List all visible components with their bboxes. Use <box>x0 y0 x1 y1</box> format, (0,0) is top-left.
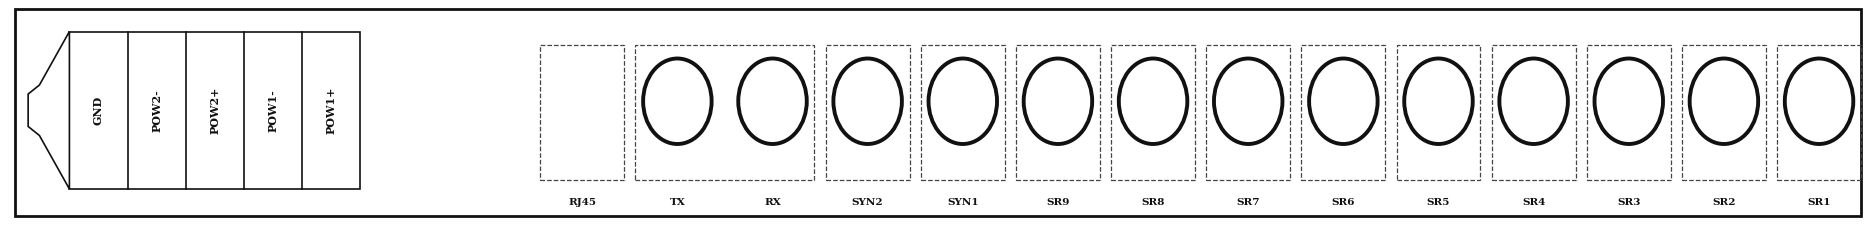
Bar <box>540 45 625 180</box>
Text: SR8: SR8 <box>1141 198 1165 207</box>
Text: GND: GND <box>94 96 103 125</box>
Ellipse shape <box>1118 58 1188 144</box>
Ellipse shape <box>833 58 902 144</box>
Text: SR3: SR3 <box>1617 198 1640 207</box>
Bar <box>1396 45 1480 180</box>
Text: SYN2: SYN2 <box>852 198 884 207</box>
Bar <box>636 45 814 180</box>
Bar <box>1111 45 1195 180</box>
Ellipse shape <box>1024 58 1092 144</box>
Ellipse shape <box>1499 58 1568 144</box>
Ellipse shape <box>739 58 807 144</box>
Text: SR4: SR4 <box>1521 198 1546 207</box>
Ellipse shape <box>1784 58 1853 144</box>
Ellipse shape <box>1309 58 1377 144</box>
Text: SR7: SR7 <box>1236 198 1261 207</box>
Text: SR6: SR6 <box>1332 198 1354 207</box>
Text: SR9: SR9 <box>1047 198 1069 207</box>
Ellipse shape <box>929 58 996 144</box>
Text: POW1-: POW1- <box>268 89 278 132</box>
Bar <box>1777 45 1861 180</box>
Text: POW2+: POW2+ <box>210 87 219 134</box>
Polygon shape <box>28 32 69 189</box>
Text: POW2-: POW2- <box>152 89 161 132</box>
Text: SR5: SR5 <box>1428 198 1450 207</box>
Ellipse shape <box>1690 58 1758 144</box>
Text: SYN1: SYN1 <box>947 198 979 207</box>
Bar <box>1491 45 1576 180</box>
Text: SR2: SR2 <box>1713 198 1735 207</box>
Text: SR1: SR1 <box>1807 198 1831 207</box>
Bar <box>1206 45 1291 180</box>
Bar <box>69 32 360 189</box>
Bar <box>1587 45 1672 180</box>
Text: RJ45: RJ45 <box>568 198 597 207</box>
Ellipse shape <box>1405 58 1473 144</box>
Bar <box>825 45 910 180</box>
Ellipse shape <box>1595 58 1662 144</box>
Bar <box>921 45 1006 180</box>
Bar <box>1302 45 1384 180</box>
Ellipse shape <box>1214 58 1283 144</box>
Text: TX: TX <box>670 198 685 207</box>
Text: RX: RX <box>764 198 780 207</box>
Text: POW1+: POW1+ <box>326 87 336 134</box>
Bar <box>1017 45 1099 180</box>
Bar <box>1683 45 1765 180</box>
Ellipse shape <box>643 58 711 144</box>
